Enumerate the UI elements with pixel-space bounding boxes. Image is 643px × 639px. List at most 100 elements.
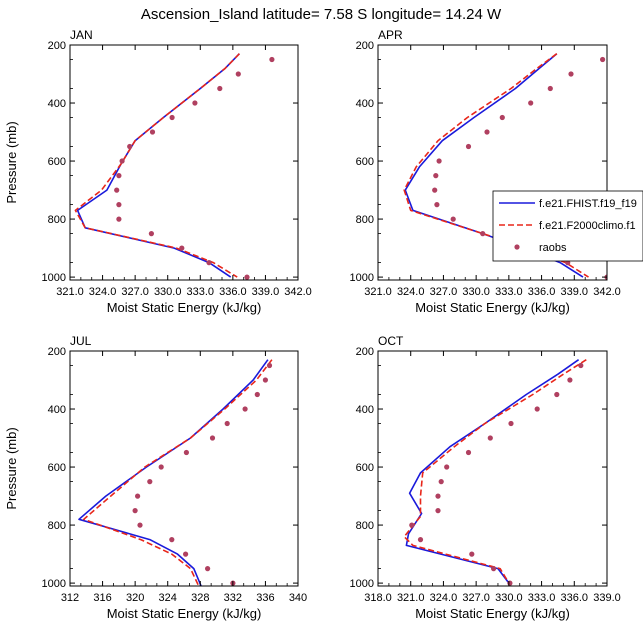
- raobs-point: [465, 449, 472, 456]
- x-tick-label: 333.0: [495, 286, 523, 298]
- x-axis-label: Moist Static Energy (kJ/kg): [415, 606, 570, 621]
- raobs-point: [148, 231, 154, 237]
- raobs-point: [528, 100, 534, 106]
- x-tick-label: 336.0: [219, 286, 247, 298]
- raobs-point: [547, 85, 553, 92]
- figure-title: Ascension_Island latitude= 7.58 S longit…: [141, 6, 502, 23]
- plot-frame: [69, 350, 299, 587]
- y-tick-label: 800: [356, 520, 374, 532]
- raobs-point: [434, 202, 440, 208]
- panel-title: OCT: [378, 334, 404, 348]
- x-tick-label: 339.0: [561, 286, 589, 298]
- series-line-f2000climo: [403, 359, 587, 584]
- x-tick-label: 342.0: [284, 286, 312, 298]
- raobs-point: [438, 479, 444, 485]
- x-tick-label: 332: [224, 592, 242, 604]
- y-tick-label: 600: [48, 156, 66, 168]
- x-tick-label: 312: [61, 592, 79, 604]
- raobs-point: [432, 187, 438, 193]
- x-tick-label: 324: [159, 592, 177, 604]
- raobs-point: [127, 143, 133, 150]
- raobs-point: [487, 435, 493, 441]
- x-tick-label: 316: [93, 592, 111, 604]
- raobs-point: [266, 362, 273, 369]
- y-tick-label: 600: [48, 462, 66, 474]
- x-tick-label: 333.0: [187, 286, 215, 298]
- x-tick-label: 330.0: [154, 286, 182, 298]
- panel-jul: 312 316 320 324 328 332 336 340 200 400 600 800 1000…: [4, 334, 307, 621]
- x-tick-label: 333.0: [528, 592, 556, 604]
- x-axis-label: Moist Static Energy (kJ/kg): [107, 606, 262, 621]
- y-tick-label: 1000: [350, 272, 374, 284]
- x-tick-label: 321.0: [364, 286, 392, 298]
- raobs-point: [116, 173, 122, 179]
- y-tick-label: 200: [356, 346, 374, 358]
- panel-oct: 318.0 321.0 324.0 327.0 330.0 333.0 336.0 339.0…: [350, 334, 621, 621]
- raobs-point: [158, 464, 164, 470]
- y-tick-label: 200: [356, 40, 374, 52]
- legend-label: f.e21.F2000climo.f1: [539, 220, 636, 232]
- x-tick-label: 327.0: [121, 286, 149, 298]
- raobs-point: [137, 522, 143, 528]
- series-line-fhist: [78, 359, 269, 586]
- x-tick-label: 339.0: [252, 286, 280, 298]
- y-tick-label: 800: [356, 214, 374, 226]
- raobs-point: [436, 158, 442, 164]
- x-tick-label: 327.0: [430, 286, 458, 298]
- raobs-point: [450, 216, 456, 222]
- legend: f.e21.FHIST.f19_f19 f.e21.F2000climo.f1 ra…: [492, 190, 643, 262]
- series-group: [403, 359, 587, 586]
- x-tick-label: 339.0: [593, 592, 621, 604]
- legend-label: f.e21.FHIST.f19_f19: [539, 198, 637, 210]
- raobs-point: [135, 493, 141, 499]
- raobs-point: [183, 449, 189, 456]
- raobs-point: [114, 187, 120, 193]
- raobs-point: [491, 566, 497, 572]
- y-tick-label: 800: [48, 214, 66, 226]
- y-axis-label: Pressure (mb): [4, 427, 19, 509]
- y-tick-label: 800: [48, 520, 66, 532]
- raobs-point: [567, 377, 573, 383]
- y-tick-label: 600: [356, 462, 374, 474]
- raobs-point: [179, 245, 185, 251]
- x-tick-label: 321.0: [56, 286, 84, 298]
- series-line-fhist: [405, 359, 580, 584]
- y-tick-label: 1000: [350, 578, 374, 590]
- raobs-point: [116, 202, 122, 208]
- x-axis-label: Moist Static Energy (kJ/kg): [415, 300, 570, 315]
- panel-title: APR: [378, 28, 403, 42]
- raobs-point: [600, 56, 606, 63]
- raobs-point: [169, 537, 175, 543]
- raobs-point: [433, 173, 439, 179]
- y-tick-label: 400: [356, 98, 374, 110]
- y-tick-label: 200: [48, 346, 66, 358]
- raobs-point: [269, 56, 275, 63]
- raobs-point: [578, 362, 584, 369]
- panel-jan: 321.0 324.0 327.0 330.0 333.0 336.0 339.0 342.0…: [4, 28, 312, 315]
- raobs-point: [469, 551, 475, 557]
- raobs-point: [116, 216, 122, 222]
- series-line-f2000climo: [74, 53, 240, 278]
- series-group: [78, 359, 273, 586]
- panel-title: JUL: [70, 334, 92, 348]
- x-axis-label: Moist Static Energy (kJ/kg): [107, 300, 262, 315]
- x-tick-label: 336: [256, 592, 274, 604]
- raobs-point: [480, 231, 486, 237]
- y-tick-label: 1000: [42, 272, 66, 284]
- x-tick-label: 327.0: [462, 592, 490, 604]
- x-tick-label: 340: [289, 592, 307, 604]
- y-tick-label: 400: [48, 404, 66, 416]
- x-tick-label: 328: [191, 592, 209, 604]
- y-tick-label: 400: [356, 404, 374, 416]
- raobs-point: [465, 143, 472, 150]
- series-line-f2000climo: [83, 359, 273, 586]
- raobs-point: [435, 493, 441, 499]
- raobs-point: [254, 391, 260, 398]
- raobs-point: [534, 406, 540, 412]
- plot-frame: [377, 350, 608, 587]
- legend-marker-raobs: [514, 244, 520, 250]
- x-tick-label: 336.0: [528, 286, 556, 298]
- raobs-point: [435, 508, 441, 514]
- x-tick-label: 330.0: [495, 592, 523, 604]
